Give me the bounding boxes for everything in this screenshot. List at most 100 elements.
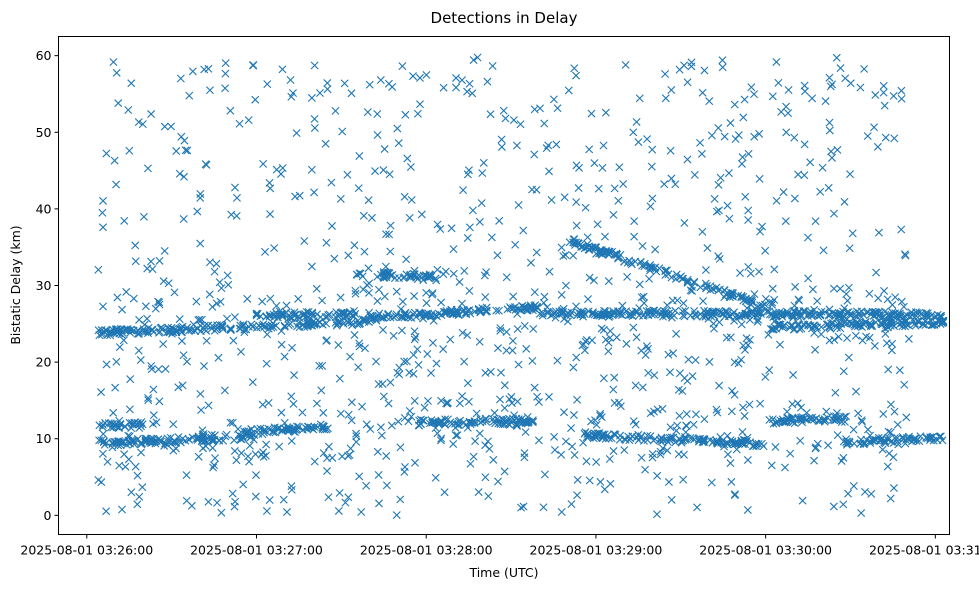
data-point — [471, 437, 480, 446]
data-point — [578, 341, 587, 350]
data-point — [481, 293, 490, 302]
data-point — [373, 297, 382, 306]
data-point — [567, 424, 576, 433]
data-point — [455, 399, 464, 408]
data-point — [765, 366, 774, 375]
data-point — [336, 293, 345, 302]
data-point — [477, 199, 486, 208]
data-point — [227, 210, 236, 219]
data-point — [411, 458, 420, 467]
data-point — [728, 386, 737, 395]
data-point — [405, 213, 414, 222]
data-point — [796, 436, 805, 445]
data-point — [561, 437, 570, 446]
data-point — [258, 297, 267, 306]
data-point — [346, 444, 355, 453]
data-point — [758, 222, 767, 231]
data-point — [871, 91, 880, 100]
data-point — [632, 333, 641, 342]
y-tick-label: 60 — [36, 48, 52, 63]
data-point — [319, 408, 328, 417]
data-point — [306, 423, 315, 432]
data-point — [734, 359, 743, 368]
data-point — [400, 192, 409, 201]
data-point — [232, 193, 241, 202]
data-point — [761, 372, 770, 381]
data-point — [458, 76, 467, 85]
data-point — [181, 436, 190, 445]
data-point — [679, 475, 688, 484]
data-point — [744, 216, 753, 224]
data-point — [836, 64, 845, 73]
data-point — [126, 375, 135, 384]
data-point — [549, 95, 558, 104]
data-point — [550, 432, 559, 441]
data-point — [131, 462, 140, 471]
data-point — [437, 298, 446, 307]
data-point — [371, 167, 380, 176]
data-point — [235, 119, 244, 128]
data-point — [587, 109, 596, 118]
data-point — [811, 345, 820, 354]
data-point — [533, 392, 542, 401]
data-point — [526, 258, 535, 267]
data-point — [323, 79, 332, 88]
y-tick-label: 30 — [36, 278, 52, 293]
data-point — [376, 76, 385, 85]
data-point — [493, 344, 502, 353]
data-point — [196, 193, 205, 202]
data-point — [112, 68, 121, 77]
data-point — [557, 290, 566, 299]
data-point — [307, 165, 316, 174]
data-point — [307, 93, 316, 102]
data-point — [545, 267, 554, 276]
data-point — [705, 357, 714, 366]
data-point — [629, 323, 638, 332]
data-point — [315, 88, 324, 97]
data-points — [94, 53, 948, 520]
data-point — [464, 166, 473, 175]
data-point — [488, 62, 497, 70]
data-point — [647, 162, 656, 171]
data-point — [648, 453, 657, 462]
data-point — [243, 452, 252, 461]
data-point — [98, 449, 107, 458]
data-point — [821, 97, 830, 106]
data-point — [782, 128, 791, 137]
data-point — [446, 335, 455, 344]
data-point — [691, 410, 700, 419]
data-point — [230, 183, 239, 192]
data-point — [632, 117, 641, 126]
y-tick-label: 0 — [44, 508, 52, 523]
data-point — [395, 363, 404, 372]
data-point — [819, 246, 828, 255]
data-point — [666, 368, 674, 377]
data-point — [212, 259, 221, 268]
data-point — [248, 378, 257, 387]
data-point — [215, 278, 224, 287]
data-point — [402, 357, 411, 366]
data-point — [226, 325, 235, 334]
data-point — [813, 297, 822, 306]
data-point — [362, 481, 371, 490]
data-point — [560, 408, 569, 417]
data-point — [825, 73, 834, 82]
data-point — [449, 245, 458, 254]
data-point — [645, 274, 654, 283]
data-point — [183, 357, 191, 366]
data-point — [99, 429, 108, 438]
data-point — [385, 170, 394, 179]
data-point — [522, 344, 531, 353]
data-point — [512, 419, 521, 428]
data-point — [355, 151, 364, 160]
data-point — [125, 146, 134, 155]
data-point — [870, 123, 879, 132]
data-point — [303, 422, 312, 431]
data-point — [177, 336, 186, 345]
data-point — [891, 293, 900, 302]
data-point — [837, 456, 846, 465]
data-point — [592, 457, 601, 466]
data-point — [319, 422, 328, 431]
data-point — [221, 59, 230, 68]
data-point — [604, 277, 613, 286]
